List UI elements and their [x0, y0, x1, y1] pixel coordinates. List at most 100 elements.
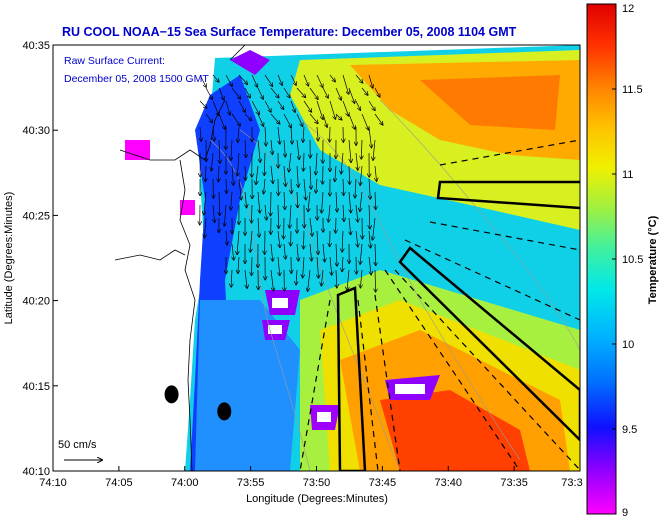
current-vector	[211, 152, 213, 171]
current-vector	[200, 126, 201, 141]
current-vector	[238, 74, 247, 84]
x-tick-label: 74:05	[105, 477, 133, 489]
contour-1	[209, 139, 311, 471]
current-vector	[309, 87, 318, 99]
coastline-long-island	[229, 45, 246, 61]
current-vector	[278, 256, 280, 275]
current-vector	[342, 230, 343, 252]
y-tick-label: 40:30	[22, 125, 50, 137]
current-vector	[290, 100, 295, 112]
current-vector	[303, 230, 304, 249]
x-axis-label: Longitude (Degrees:Minutes)	[246, 493, 388, 505]
current-vector	[347, 269, 349, 290]
current-vector	[330, 256, 332, 275]
current-vector	[237, 152, 239, 176]
colorbar-tick-label: 12	[622, 3, 634, 15]
current-vector	[226, 230, 227, 245]
current-vector	[369, 178, 370, 199]
y-tick-label: 40:25	[22, 210, 50, 222]
current-vector	[373, 139, 375, 160]
current-vector	[231, 87, 240, 99]
current-vector	[270, 87, 279, 98]
scale-label: 50 cm/s	[58, 439, 97, 451]
x-tick-label: 74:10	[39, 477, 67, 489]
current-vector	[218, 87, 224, 100]
current-vector	[309, 113, 318, 123]
current-vector	[317, 126, 318, 141]
sst-white-patch-3	[395, 384, 425, 394]
current-vector	[355, 100, 360, 110]
station-markers	[164, 385, 232, 421]
current-vector	[258, 217, 259, 237]
coastline	[114, 45, 246, 471]
current-vector	[317, 230, 318, 254]
current-vector	[238, 126, 239, 142]
current-vector	[271, 243, 273, 261]
transect-5	[299, 299, 331, 471]
current-vector	[218, 113, 225, 129]
x-tick-label: 73:40	[434, 477, 462, 489]
colorbar-label: Temperature (°C)	[647, 215, 659, 304]
current-vector	[360, 269, 362, 288]
current-vector	[251, 256, 252, 275]
current-vector	[361, 139, 362, 159]
sst-white-patch-4	[317, 412, 331, 422]
current-vector	[270, 113, 280, 124]
current-vector	[204, 191, 207, 215]
current-vector	[375, 191, 376, 209]
current-vector	[335, 87, 341, 100]
x-axis: 74:10 74:05 74:00 73:55 73:50 73:45 73:40 73:35…	[39, 466, 583, 489]
y-tick-label: 40:15	[22, 381, 50, 393]
current-vector	[257, 87, 263, 99]
x-tick-label: 74:00	[171, 477, 199, 489]
current-vector	[296, 113, 303, 126]
current-vector	[310, 165, 311, 189]
current-vector	[369, 230, 371, 248]
current-vector	[303, 74, 308, 86]
colorbar-ticks: 12 11.5 11 10.5 10 9.5 9	[612, 3, 643, 519]
current-vector	[368, 126, 372, 148]
current-vector	[322, 87, 328, 98]
current-vector	[283, 113, 291, 128]
current-vector	[204, 217, 206, 238]
current-vector	[373, 217, 376, 240]
current-vector	[205, 165, 206, 181]
x-tick-label: 73:55	[237, 477, 265, 489]
current-vector	[316, 100, 323, 119]
current-vector	[328, 204, 330, 222]
current-vector	[277, 100, 284, 109]
current-vector	[316, 152, 317, 175]
current-vector	[335, 165, 336, 181]
current-vector	[270, 191, 271, 216]
current-vector	[271, 139, 272, 154]
current-vector	[199, 100, 207, 108]
y-axis-label: Latitude (Degrees:Minutes)	[3, 192, 15, 325]
current-vector	[303, 126, 304, 142]
current-vector	[368, 74, 373, 88]
current-vector	[316, 74, 323, 87]
current-vector	[322, 191, 323, 213]
sst-white-patch-2	[268, 325, 282, 334]
colorbar-tick-label: 10	[622, 339, 634, 351]
current-vector	[308, 269, 311, 291]
current-vector	[304, 178, 306, 200]
x-tick-label: 73:50	[303, 477, 331, 489]
current-vector	[321, 269, 323, 286]
current-vector	[355, 178, 356, 198]
colorbar-tick-label: 9.5	[622, 424, 637, 436]
current-vector	[349, 191, 351, 213]
current-vector	[349, 165, 350, 184]
current-vector	[356, 230, 358, 247]
colorbar-tick-label: 10.5	[622, 254, 643, 266]
current-vector	[265, 204, 267, 220]
contour-3	[299, 119, 521, 461]
current-vector	[296, 269, 297, 285]
current-vector	[271, 165, 273, 183]
transect-8	[384, 269, 521, 471]
y-tick-label: 40:10	[22, 466, 50, 478]
current-vector	[224, 204, 226, 226]
current-vector	[258, 191, 260, 213]
current-vector	[264, 100, 271, 112]
current-vector	[232, 165, 233, 185]
